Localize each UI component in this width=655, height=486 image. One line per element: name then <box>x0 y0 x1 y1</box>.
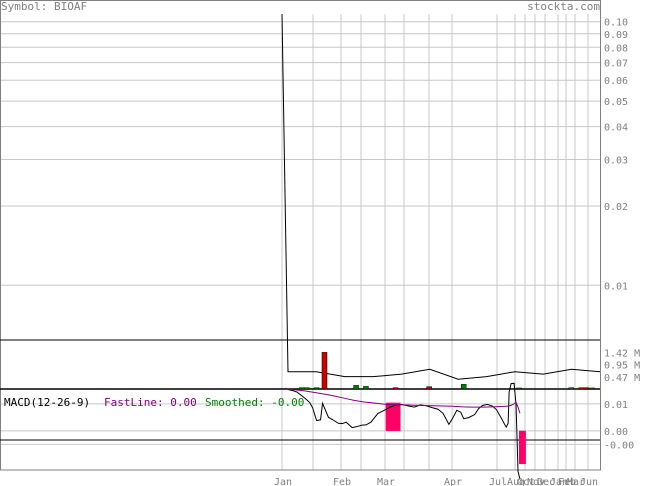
x-tick-label: Dec <box>537 477 555 486</box>
volume-tick-label: 1.42 M <box>604 348 640 359</box>
symbol-label: Symbol: BIOAF <box>1 0 88 13</box>
macd-tick-label: 0.00 <box>604 427 628 438</box>
volume-bar <box>313 387 320 390</box>
macd-histogram-bar <box>398 402 401 431</box>
volume-bar <box>321 352 328 390</box>
volume-bar <box>516 387 522 390</box>
price-tick-label: 0.03 <box>604 156 628 167</box>
price-tick-label: 0.02 <box>604 202 628 213</box>
macd-histogram-bar <box>523 430 526 465</box>
x-tick-label: Apr <box>444 477 462 486</box>
volume-bar <box>568 387 575 390</box>
volume-bar <box>363 386 369 390</box>
grid <box>0 14 600 470</box>
macd-smoothed-label: Smoothed: -0.00 <box>205 396 304 409</box>
x-tick-label: Mar <box>567 477 585 486</box>
volume-bar <box>299 387 305 390</box>
x-tick-label: Jun <box>580 477 598 486</box>
volume-bar <box>460 384 467 390</box>
site-label: stockta.com <box>527 0 600 13</box>
price-tick-label: 0.04 <box>604 123 628 134</box>
volume-bar <box>392 387 399 390</box>
macd-tick-label: -0.00 <box>604 440 634 451</box>
x-tick-label: Jan <box>550 477 568 486</box>
price-tick-label: 0.05 <box>604 97 628 108</box>
x-tick-label: Jan <box>274 477 292 486</box>
macd-fast-label: FastLine: 0.00 <box>104 396 197 409</box>
volume-tick-label: 0.47 M <box>604 373 640 384</box>
macd-tick-label: 0.01 <box>604 400 628 411</box>
price-tick-label: 0.07 <box>604 59 628 70</box>
macd-fast-line <box>284 382 521 480</box>
price-tick-label: 0.01 <box>604 281 628 292</box>
price-tick-label: 0.08 <box>604 43 628 54</box>
y-axis: 0.100.09 0.08 0.07 0.06 0.05 0.04 0.03 0.02 0.01… <box>604 18 640 452</box>
x-tick-label: Jul <box>489 477 507 486</box>
volume-bar <box>426 386 432 390</box>
x-tick-label: Aug <box>507 477 525 486</box>
price-tick-label: 0.06 <box>604 76 628 87</box>
volume-bar <box>578 387 584 390</box>
macd-title: MACD(12-26-9) <box>4 396 90 409</box>
x-tick-label: Feb <box>558 477 576 486</box>
volume-bar <box>589 387 595 390</box>
volume-panel <box>299 352 595 390</box>
macd-panel: MACD(12-26-9) FastLine: 0.00 Smoothed: -… <box>4 382 526 480</box>
x-tick-label: Mar <box>377 477 395 486</box>
volume-bar <box>583 387 589 390</box>
volume-tick-label: 0.95 M <box>604 361 640 372</box>
chart-frame <box>0 0 601 471</box>
price-tick-label: 0.09 <box>604 30 628 41</box>
x-tick-label: Oct <box>517 477 535 486</box>
macd-smoothed-line <box>284 388 521 414</box>
price-panel <box>281 13 601 380</box>
price-line <box>281 13 601 380</box>
x-tick-label: Nov <box>527 477 545 486</box>
x-tick-label: Feb <box>333 477 351 486</box>
price-tick-label: 0.10 <box>604 18 628 29</box>
volume-bar <box>353 385 359 390</box>
volume-bar <box>303 387 310 390</box>
